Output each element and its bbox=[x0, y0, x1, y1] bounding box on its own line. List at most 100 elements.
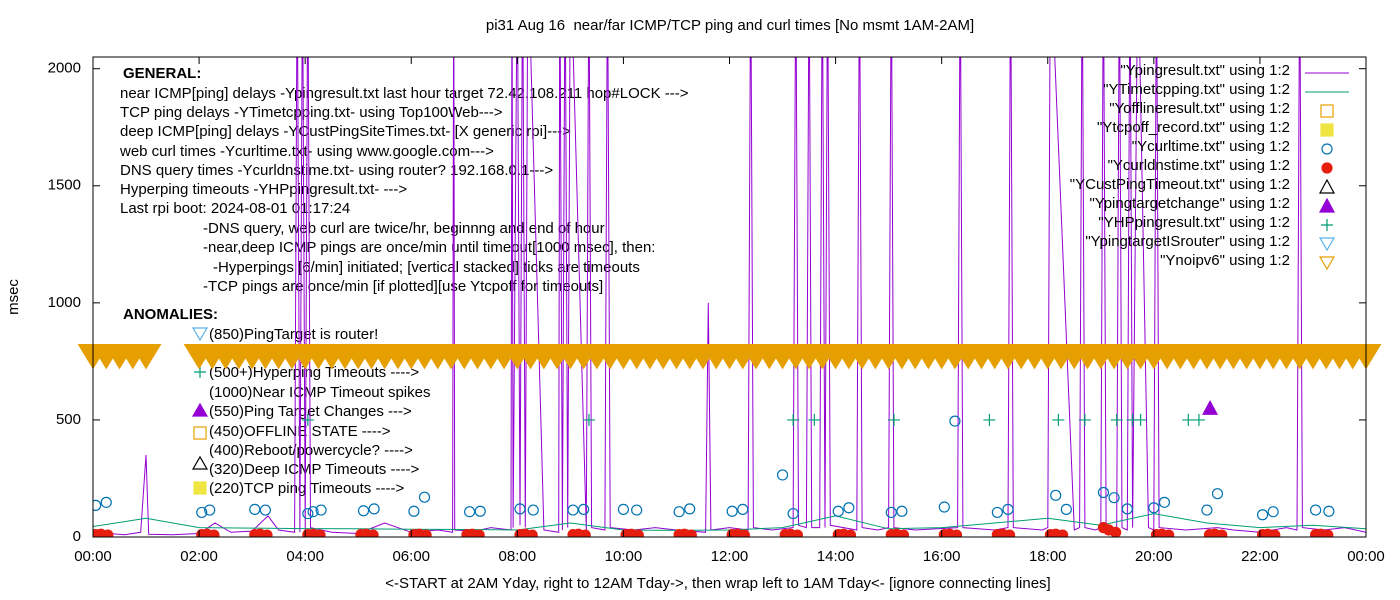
point bbox=[579, 529, 591, 537]
point bbox=[93, 499, 102, 511]
point bbox=[787, 507, 799, 520]
point bbox=[130, 344, 162, 370]
point bbox=[1322, 529, 1334, 537]
point bbox=[738, 529, 750, 537]
point bbox=[261, 529, 273, 537]
note: Hyperping timeouts -YHPpingresult.txt- -… bbox=[120, 181, 407, 198]
point bbox=[408, 505, 420, 517]
point bbox=[307, 506, 319, 518]
legend-label: "YCustPingTimeout.txt" using 1:2 bbox=[1070, 176, 1290, 193]
point bbox=[791, 529, 803, 537]
legend-swatch bbox=[1321, 162, 1333, 174]
point bbox=[1050, 489, 1062, 501]
point bbox=[896, 505, 908, 517]
point bbox=[631, 504, 643, 516]
axes: 0 500 1000 1500 2000 00:00 02:00 04:00 06:00 08:0… bbox=[48, 56, 1385, 565]
legend-label: "Ycurltime.txt" using 1:2 bbox=[1132, 138, 1290, 155]
x-tick-label: 00:00 bbox=[1347, 548, 1385, 565]
point bbox=[474, 505, 486, 517]
x-tick-label: 10:00 bbox=[605, 548, 643, 565]
point bbox=[1060, 503, 1072, 515]
point bbox=[1192, 413, 1205, 426]
legend-label: "YTimetcpping.txt" using 1:2 bbox=[1103, 81, 1290, 98]
point bbox=[420, 529, 432, 537]
legend-swatch bbox=[1321, 143, 1333, 155]
legend: "Ypingresult.txt" using 1:2 "YTimetcpping… bbox=[1070, 62, 1349, 271]
point bbox=[582, 413, 595, 426]
point bbox=[208, 529, 220, 537]
legend-entry: "Ycurldnstime.txt" using 1:2 bbox=[1108, 157, 1333, 174]
note: -near,deep ICMP pings are once/min until… bbox=[203, 239, 655, 256]
legend-label: "Ytcpoff_record.txt" using 1:2 bbox=[1097, 119, 1290, 136]
y-tick-label: 1500 bbox=[48, 177, 81, 194]
point bbox=[1097, 486, 1110, 499]
legend-swatch bbox=[1321, 219, 1333, 231]
legend-label: "Ypingtargetchange" using 1:2 bbox=[1089, 195, 1290, 212]
point bbox=[315, 504, 327, 516]
icon-offline bbox=[193, 426, 207, 440]
point bbox=[887, 413, 900, 426]
point bbox=[578, 503, 590, 515]
y-axis-label: msec bbox=[5, 279, 22, 315]
point bbox=[787, 413, 800, 426]
point bbox=[1163, 529, 1175, 537]
point bbox=[885, 506, 897, 519]
legend-swatch bbox=[1318, 237, 1336, 252]
note: -Hyperpings [6/min] initiated; [vertical… bbox=[213, 259, 640, 276]
legend-entry: "Ypingresult.txt" using 1:2 bbox=[1120, 62, 1349, 79]
point bbox=[897, 529, 910, 537]
point bbox=[1003, 529, 1016, 537]
legend-entry: "Ypingtargetchange" using 1:2 bbox=[1089, 195, 1336, 213]
point bbox=[983, 413, 996, 426]
note: -TCP pings are once/min [if plotted][use… bbox=[203, 278, 603, 295]
point bbox=[673, 506, 685, 518]
point bbox=[100, 496, 112, 508]
note: ANOMALIES: bbox=[123, 306, 218, 323]
note: near ICMP[ping] delays -Ypingresult.txt … bbox=[120, 85, 689, 102]
point bbox=[1110, 526, 1122, 537]
legend-entry: "Ycurltime.txt" using 1:2 bbox=[1132, 138, 1333, 155]
point bbox=[368, 503, 380, 515]
ipv6-band bbox=[77, 344, 1382, 370]
point bbox=[1201, 504, 1213, 516]
point bbox=[249, 503, 261, 515]
legend-entry: "YpingtargetISrouter" using 1:2 bbox=[1085, 233, 1336, 252]
point bbox=[832, 505, 844, 517]
note: GENERAL: bbox=[123, 65, 201, 82]
point bbox=[949, 415, 961, 427]
point bbox=[567, 504, 579, 516]
note: (550)Ping Target Changes ---> bbox=[209, 403, 412, 420]
note-icons bbox=[191, 327, 209, 495]
point bbox=[1158, 496, 1171, 508]
legend-entry: "YHPpingresult.txt" using 1:2 bbox=[1098, 214, 1333, 231]
note: (400)Reboot/powercycle? ----> bbox=[209, 442, 413, 459]
point bbox=[617, 503, 630, 515]
x-tick-label: 06:00 bbox=[392, 548, 430, 565]
note: deep ICMP[ping] delays -YCustPingSiteTim… bbox=[120, 123, 571, 140]
point bbox=[776, 469, 789, 481]
point bbox=[1202, 399, 1219, 415]
legend-swatch bbox=[1320, 123, 1334, 137]
x-tick-label: 12:00 bbox=[711, 548, 749, 565]
x-tick-label: 18:00 bbox=[1029, 548, 1067, 565]
icon-tcp-timeout bbox=[193, 481, 207, 495]
x-tick-label: 02:00 bbox=[180, 548, 218, 565]
point bbox=[357, 505, 370, 517]
point bbox=[808, 413, 821, 426]
note: (1000)Near ICMP Timeout spikes bbox=[209, 384, 430, 401]
point bbox=[301, 413, 314, 426]
legend-label: "Ycurldnstime.txt" using 1:2 bbox=[1108, 157, 1290, 174]
point bbox=[737, 503, 749, 515]
x-tick-label: 16:00 bbox=[923, 548, 961, 565]
y-tick-label: 2000 bbox=[48, 60, 81, 77]
point bbox=[526, 529, 538, 537]
point bbox=[102, 529, 114, 537]
point bbox=[302, 507, 314, 520]
point bbox=[938, 501, 950, 513]
plot-area bbox=[93, 57, 1366, 537]
icon-hyperping bbox=[194, 366, 206, 378]
point bbox=[1216, 529, 1228, 537]
legend-swatch bbox=[1320, 104, 1334, 118]
